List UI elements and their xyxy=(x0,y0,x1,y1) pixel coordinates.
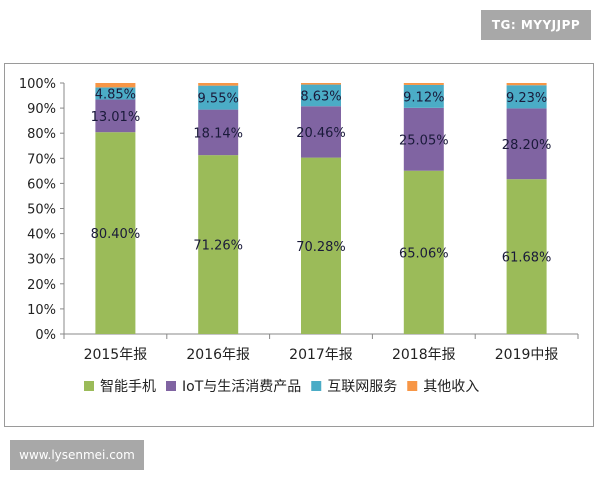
data-label: 71.26% xyxy=(193,239,243,254)
y-tick-label: 80% xyxy=(27,127,56,142)
bar-segment xyxy=(403,84,444,108)
bar-segment xyxy=(506,108,547,180)
y-tick-label: 60% xyxy=(27,177,56,192)
legend-swatch xyxy=(166,381,176,391)
bar-segment xyxy=(403,83,444,85)
x-tick-label: 2016年报 xyxy=(186,347,250,363)
legend-label: IoT与生活消费产品 xyxy=(182,379,301,395)
data-label: 25.05% xyxy=(399,133,449,148)
bar-segment xyxy=(301,106,341,158)
data-label: 13.01% xyxy=(91,110,141,125)
bar-segment xyxy=(95,87,136,100)
data-label: 20.46% xyxy=(296,126,346,141)
y-tick-label: 50% xyxy=(27,203,56,218)
y-tick-label: 70% xyxy=(27,152,56,167)
bar-segment xyxy=(301,83,341,85)
bar-segment xyxy=(95,99,136,133)
bar-segment xyxy=(95,83,136,88)
watermark-tg: TG: MYYJJPP xyxy=(481,10,591,40)
data-label: 4.85% xyxy=(95,87,136,102)
y-tick-label: 10% xyxy=(27,303,56,318)
data-label: 28.20% xyxy=(502,138,552,153)
bar-segment xyxy=(301,84,341,107)
bar-segment xyxy=(198,83,239,86)
bar-segment xyxy=(198,155,239,334)
y-tick-label: 100% xyxy=(19,77,56,92)
data-label: 80.40% xyxy=(91,227,141,242)
x-tick-label: 2019中报 xyxy=(495,347,559,363)
data-label: 65.06% xyxy=(399,246,449,261)
bar-segment xyxy=(403,170,444,334)
bar-segment xyxy=(506,179,547,334)
y-tick-label: 20% xyxy=(27,278,56,293)
y-tick-label: 30% xyxy=(27,253,56,268)
watermark-website: www.lysenmei.com xyxy=(10,440,144,470)
bar-segment xyxy=(506,85,547,109)
data-label: 18.14% xyxy=(193,126,243,141)
y-tick-label: 0% xyxy=(35,328,56,343)
data-label: 61.68% xyxy=(502,251,552,266)
data-label: 9.55% xyxy=(198,92,239,107)
legend-label: 智能手机 xyxy=(100,379,156,395)
bar-segment xyxy=(506,83,547,86)
legend-swatch xyxy=(407,381,418,391)
bar-segment xyxy=(198,85,239,110)
y-tick-label: 90% xyxy=(27,102,56,117)
x-tick-label: 2017年报 xyxy=(289,347,353,363)
chart-frame xyxy=(4,63,594,427)
legend-swatch xyxy=(311,381,322,391)
x-tick-label: 2018年报 xyxy=(392,347,456,363)
data-label: 8.63% xyxy=(300,89,341,104)
bar-segment xyxy=(301,157,341,334)
data-label: 9.12% xyxy=(403,90,444,105)
data-label: 9.23% xyxy=(506,91,547,106)
bar-segment xyxy=(198,109,239,156)
data-label: 70.28% xyxy=(296,240,346,255)
legend-swatch xyxy=(84,381,94,391)
bar-segment xyxy=(403,107,444,171)
bar-segment xyxy=(95,132,136,334)
x-tick-label: 2015年报 xyxy=(84,347,148,363)
legend-label: 其他收入 xyxy=(423,379,479,395)
y-tick-label: 40% xyxy=(27,228,56,243)
legend-label: 互联网服务 xyxy=(327,379,397,395)
